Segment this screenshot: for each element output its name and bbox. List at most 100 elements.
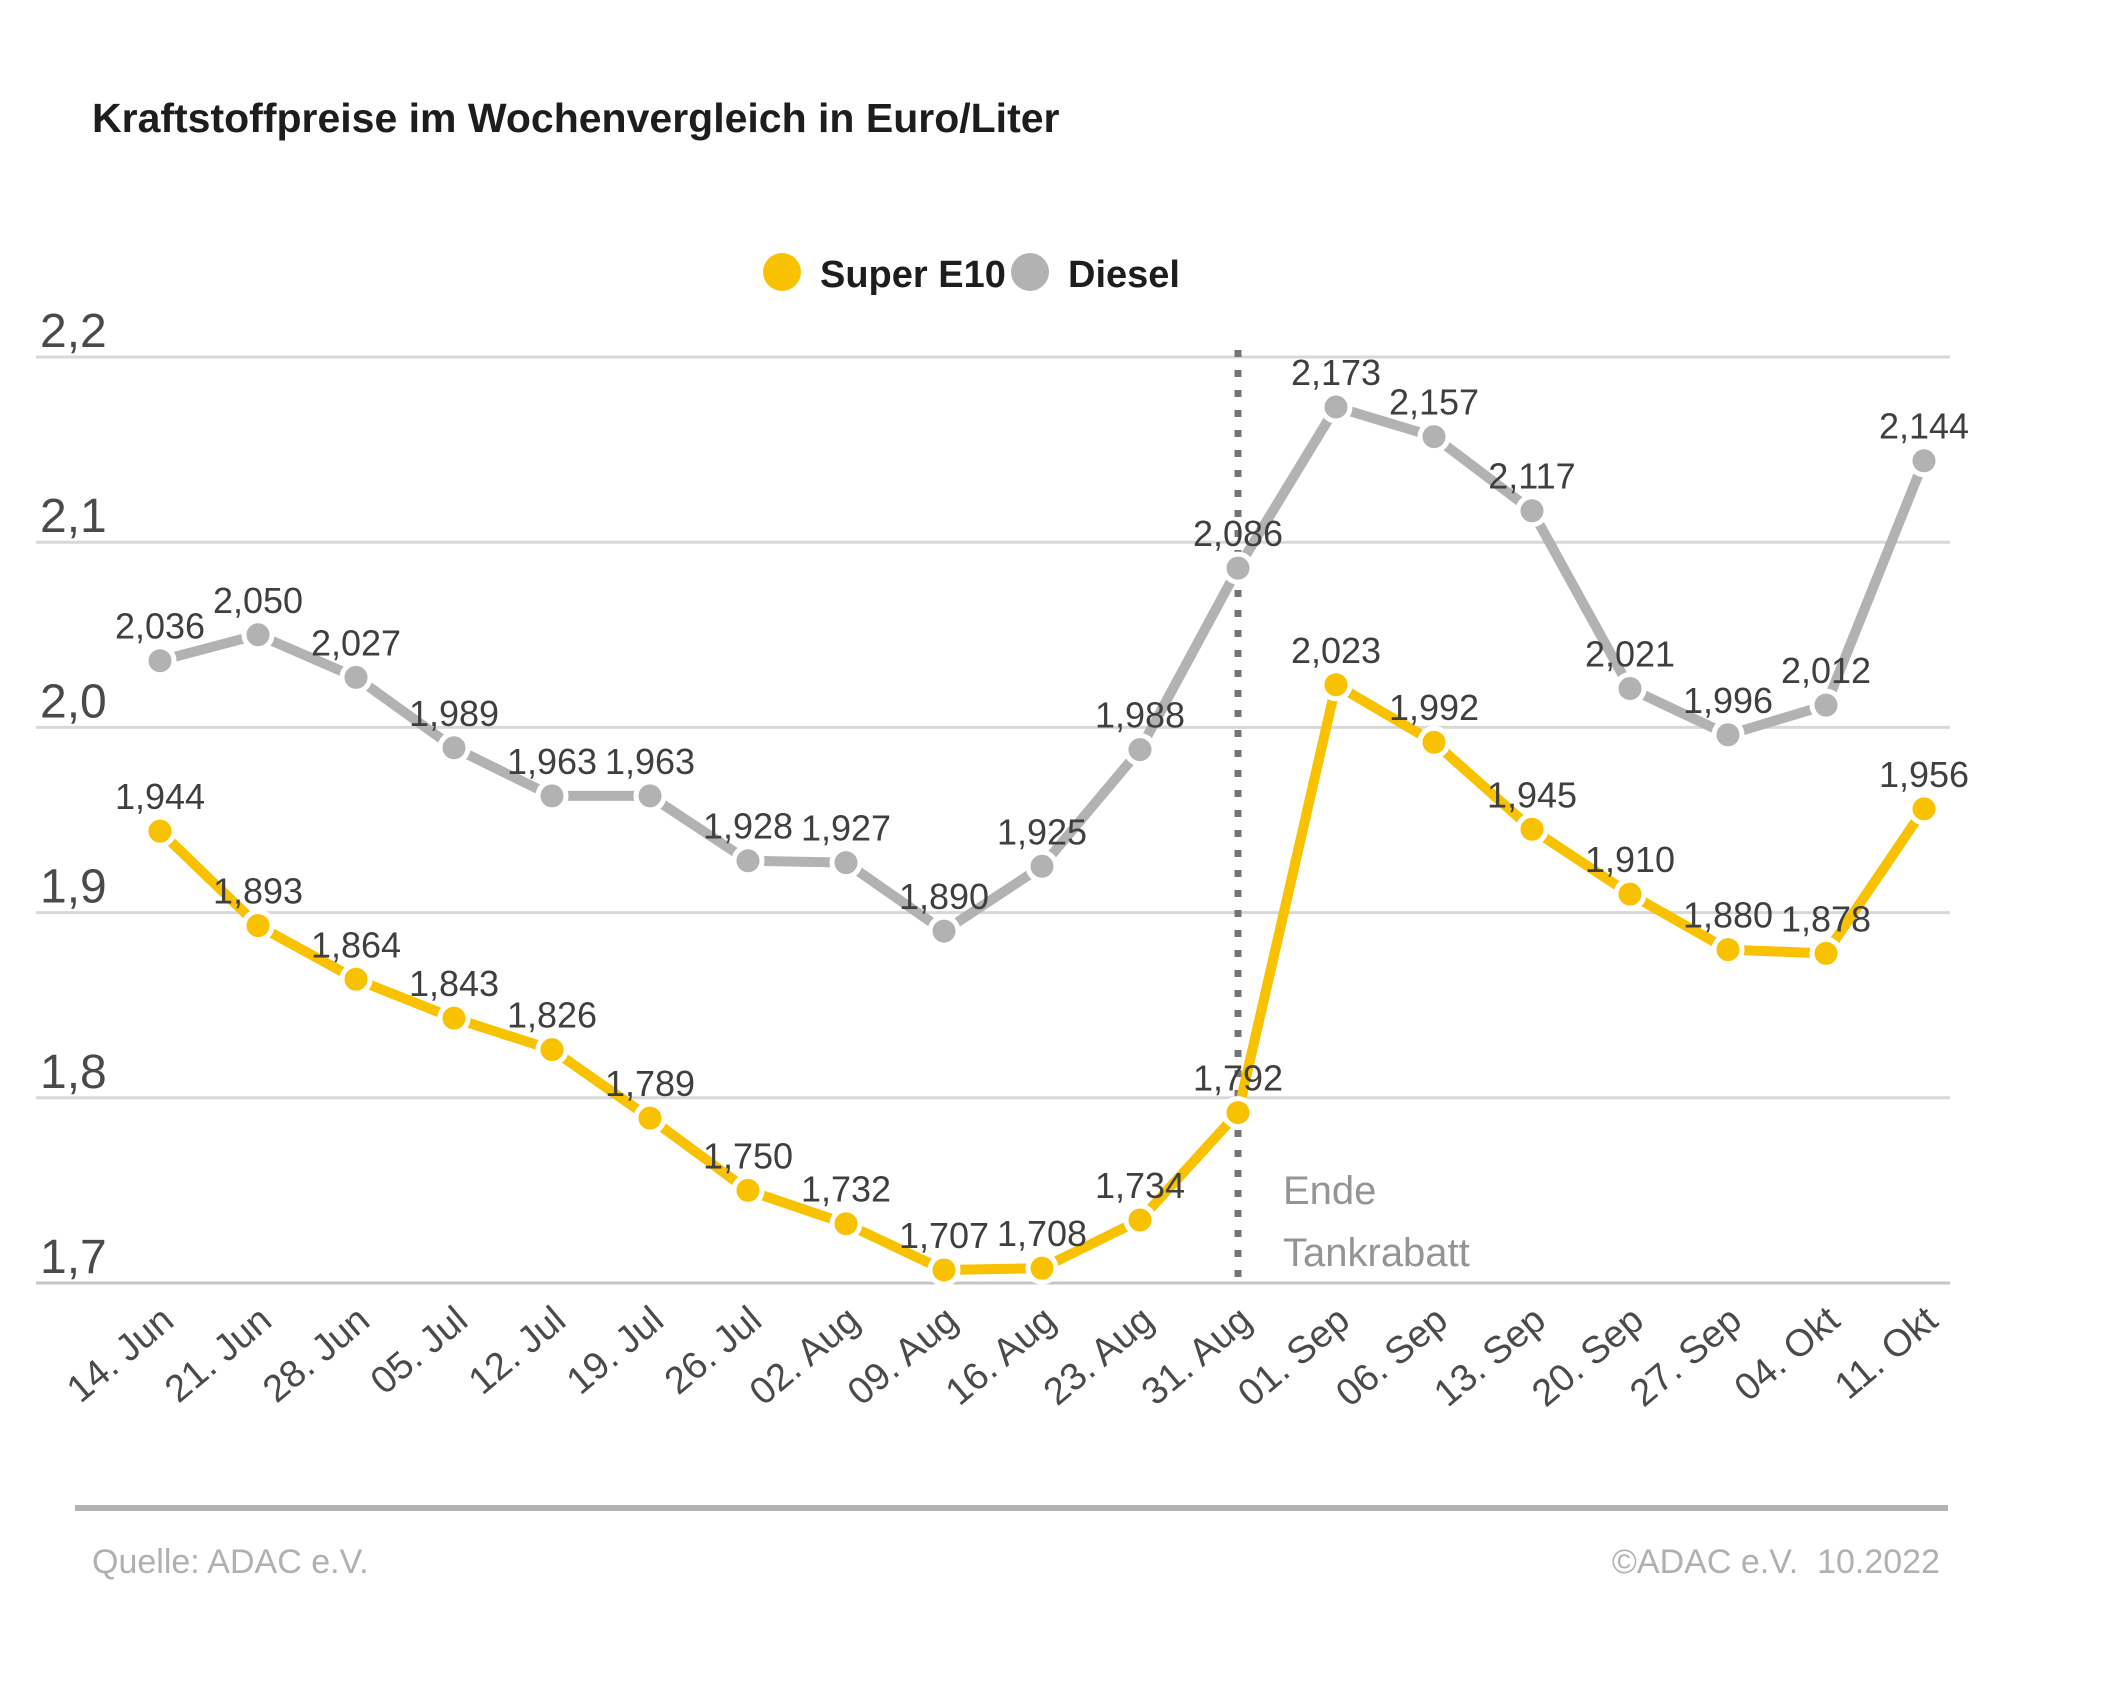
legend-super-e10-swatch <box>763 253 801 291</box>
super-e10-point-02. Aug <box>829 1207 863 1241</box>
super-e10-point-05. Jul <box>437 1001 471 1035</box>
super-e10-value-label-11. Okt: 1,956 <box>1879 754 1969 795</box>
super-e10-value-label-01. Sep: 2,023 <box>1291 630 1381 671</box>
super-e10-point-04. Okt <box>1809 936 1843 970</box>
x-tick-label-11. Okt: 11. Okt <box>1827 1298 1946 1407</box>
diesel-value-label-02. Aug: 1,927 <box>801 808 891 849</box>
super-e10-point-19. Jul <box>633 1101 667 1135</box>
diesel-point-05. Jul <box>437 731 471 765</box>
diesel-point-14. Jun <box>143 644 177 678</box>
x-tick-label-27. Sep: 27. Sep <box>1622 1299 1749 1415</box>
super-e10-point-06. Sep <box>1417 725 1451 759</box>
super-e10-point-13. Sep <box>1515 812 1549 846</box>
diesel-value-label-13. Sep: 2,117 <box>1488 456 1575 497</box>
super-e10-value-label-26. Jul: 1,750 <box>703 1135 793 1176</box>
diesel-point-23. Aug <box>1123 733 1157 767</box>
super-e10-value-label-21. Jun: 1,893 <box>213 871 303 912</box>
super-e10-point-01. Sep <box>1319 668 1353 702</box>
diesel-value-label-09. Aug: 1,890 <box>899 876 989 917</box>
diesel-point-06. Sep <box>1417 420 1451 454</box>
diesel-point-19. Jul <box>633 779 667 813</box>
diesel-value-label-04. Okt: 2,012 <box>1781 650 1871 691</box>
diesel-value-label-06. Sep: 2,157 <box>1389 382 1479 423</box>
tankrabatt-annotation: Ende Tankrabatt <box>1283 1169 1470 1275</box>
diesel-value-label-31. Aug: 2,086 <box>1193 513 1283 554</box>
diesel-value-label-01. Sep: 2,173 <box>1291 352 1381 393</box>
diesel-point-04. Okt <box>1809 688 1843 722</box>
super-e10-value-label-23. Aug: 1,734 <box>1095 1165 1185 1206</box>
super-e10-point-26. Jul <box>731 1173 765 1207</box>
super-e10-point-12. Jul <box>535 1033 569 1067</box>
diesel-value-label-11. Okt: 2,144 <box>1879 406 1969 447</box>
super-e10-point-27. Sep <box>1711 933 1745 967</box>
diesel-value-label-05. Jul: 1,989 <box>409 693 499 734</box>
series-super-e10: 1,944 1,8931,8641,8431,8261,7891,7501,732… <box>115 630 1969 1287</box>
diesel-value-label-14. Jun: 2,036 <box>115 606 205 647</box>
super-e10-point-23. Aug <box>1123 1203 1157 1237</box>
super-e10-point-31. Aug <box>1221 1096 1255 1130</box>
super-e10-value-label-14. Jun: 1,944 <box>115 776 205 817</box>
x-tick-label-20. Sep: 20. Sep <box>1524 1299 1651 1415</box>
x-tick-label-28. Jun: 28. Jun <box>255 1299 377 1411</box>
y-tick-label-1,8: 1,8 <box>40 1046 107 1099</box>
super-e10-value-label-16. Aug: 1,708 <box>997 1213 1087 1254</box>
chart-title: Kraftstoffpreise im Wochenvergleich in E… <box>92 95 1060 141</box>
super-e10-value-label-27. Sep: 1,880 <box>1683 895 1773 936</box>
x-tick-label-06. Sep: 06. Sep <box>1328 1299 1455 1415</box>
diesel-point-01. Sep <box>1319 390 1353 424</box>
copyright-note: ©ADAC e.V. 10.2022 <box>1612 1543 1940 1581</box>
diesel-value-label-27. Sep: 1,996 <box>1683 680 1773 721</box>
diesel-point-16. Aug <box>1025 849 1059 883</box>
footer: Quelle: ADAC e.V. ©ADAC e.V. 10.2022 <box>75 1505 1948 1581</box>
diesel-value-label-12. Jul: 1,963 <box>507 741 597 782</box>
y-tick-label-2,1: 2,1 <box>40 490 107 543</box>
diesel-point-11. Okt <box>1907 444 1941 478</box>
source-credit: Quelle: ADAC e.V. <box>92 1543 369 1581</box>
diesel-point-20. Sep <box>1613 672 1647 706</box>
y-tick-label-1,7: 1,7 <box>40 1231 107 1284</box>
super-e10-value-label-13. Sep: 1,945 <box>1487 774 1577 815</box>
y-grid: 2,2 2,1 2,0 1,9 1,8 1,7 <box>36 305 1950 1285</box>
diesel-point-13. Sep <box>1515 494 1549 528</box>
super-e10-point-09. Aug <box>927 1253 961 1287</box>
y-tick-label-1,9: 1,9 <box>40 861 107 914</box>
x-tick-label-14. Jun: 14. Jun <box>59 1299 181 1411</box>
x-tick-label-13. Sep: 13. Sep <box>1426 1299 1553 1415</box>
super-e10-value-label-28. Jun: 1,864 <box>311 924 401 965</box>
super-e10-value-label-09. Aug: 1,707 <box>899 1215 989 1256</box>
x-tick-label-23. Aug: 23. Aug <box>1036 1299 1162 1414</box>
super-e10-point-28. Jun <box>339 962 373 996</box>
x-tick-label-16. Aug: 16. Aug <box>938 1299 1064 1414</box>
super-e10-value-label-04. Okt: 1,878 <box>1781 898 1871 939</box>
x-tick-label-04. Okt: 04. Okt <box>1727 1298 1848 1409</box>
legend-diesel-label: Diesel <box>1068 254 1180 296</box>
x-tick-label-12. Jul: 12. Jul <box>461 1299 574 1403</box>
super-e10-value-label-20. Sep: 1,910 <box>1585 839 1675 880</box>
x-tick-label-01. Sep: 01. Sep <box>1230 1299 1357 1415</box>
diesel-value-label-26. Jul: 1,928 <box>703 806 793 847</box>
super-e10-point-11. Okt <box>1907 792 1941 826</box>
x-tick-label-09. Aug: 09. Aug <box>840 1299 966 1414</box>
diesel-value-label-21. Jun: 2,050 <box>213 580 303 621</box>
diesel-point-26. Jul <box>731 844 765 878</box>
super-e10-point-20. Sep <box>1613 877 1647 911</box>
diesel-value-label-16. Aug: 1,925 <box>997 811 1087 852</box>
super-e10-value-label-05. Jul: 1,843 <box>409 963 499 1004</box>
super-e10-point-21. Jun <box>241 909 275 943</box>
diesel-point-21. Jun <box>241 618 275 652</box>
diesel-point-02. Aug <box>829 846 863 880</box>
x-tick-label-05. Jul: 05. Jul <box>363 1299 476 1403</box>
super-e10-value-label-02. Aug: 1,732 <box>801 1169 891 1210</box>
diesel-point-31. Aug <box>1221 551 1255 585</box>
super-e10-value-label-31. Aug: 1,792 <box>1193 1058 1283 1099</box>
super-e10-value-label-12. Jul: 1,826 <box>507 995 597 1036</box>
x-tick-label-21. Jun: 21. Jun <box>157 1299 279 1411</box>
annotation-line-1: Ende <box>1283 1169 1376 1213</box>
super-e10-value-label-19. Jul: 1,789 <box>605 1063 695 1104</box>
y-tick-label-2,2: 2,2 <box>40 305 107 358</box>
diesel-value-label-19. Jul: 1,963 <box>605 741 695 782</box>
